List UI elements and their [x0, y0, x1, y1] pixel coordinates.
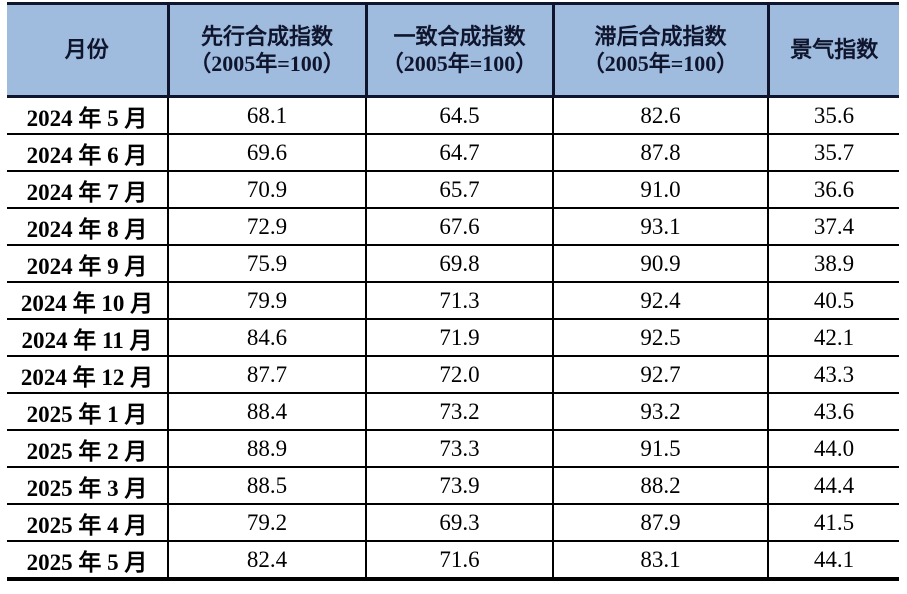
table-body: 2024 年 5 月 68.1 64.5 82.6 35.6 2024 年 6 月 69.6…: [7, 96, 899, 581]
table-row: 2024 年 11 月 84.6 71.9 92.5 42.1: [7, 319, 899, 357]
month-cell: 2025 年 3 月: [7, 467, 168, 505]
table-row: 2024 年 5 月 68.1 64.5 82.6 35.6: [7, 96, 899, 135]
value-cell: 41.5: [767, 504, 899, 542]
month-cell: 2025 年 5 月: [7, 541, 168, 581]
value-cell: 92.7: [552, 356, 768, 394]
value-cell: 75.9: [167, 245, 366, 283]
column-header-prosperity-index: 景气指数: [766, 2, 899, 98]
table-row: 2025 年 5 月 82.4 71.6 83.1 44.1: [7, 541, 899, 581]
month-cell: 2024 年 12 月: [7, 356, 168, 394]
value-cell: 87.7: [167, 356, 366, 394]
value-cell: 83.1: [552, 541, 768, 581]
value-cell: 37.4: [767, 208, 899, 246]
value-cell: 84.6: [167, 319, 366, 357]
composite-index-table: 月份 先行合成指数 （2005年=100） 一致合成指数 （2005年=100）…: [7, 2, 899, 581]
value-cell: 71.3: [365, 282, 553, 320]
month-cell: 2025 年 4 月: [7, 504, 168, 542]
column-header-label: 滞后合成指数: [594, 23, 727, 49]
value-cell: 73.2: [365, 393, 553, 431]
value-cell: 69.3: [365, 504, 553, 542]
value-cell: 70.9: [167, 171, 366, 209]
value-cell: 40.5: [767, 282, 899, 320]
value-cell: 92.4: [552, 282, 768, 320]
value-cell: 88.5: [167, 467, 366, 505]
table-row: 2025 年 2 月 88.9 73.3 91.5 44.0: [7, 430, 899, 468]
value-cell: 38.9: [767, 245, 899, 283]
value-cell: 64.7: [365, 134, 553, 172]
column-header-sublabel: （2005年=100）: [381, 51, 538, 76]
value-cell: 87.8: [552, 134, 768, 172]
column-header-sublabel: （2005年=100）: [189, 51, 345, 76]
table-row: 2024 年 9 月 75.9 69.8 90.9 38.9: [7, 245, 899, 283]
value-cell: 72.0: [365, 356, 553, 394]
value-cell: 69.8: [365, 245, 553, 283]
value-cell: 43.6: [767, 393, 899, 431]
value-cell: 82.6: [552, 96, 768, 135]
table-row: 2024 年 7 月 70.9 65.7 91.0 36.6: [7, 171, 899, 209]
column-header-leading-index: 先行合成指数 （2005年=100）: [166, 2, 366, 98]
value-cell: 93.1: [552, 208, 768, 246]
value-cell: 73.9: [365, 467, 553, 505]
value-cell: 42.1: [767, 319, 899, 357]
value-cell: 65.7: [365, 171, 553, 209]
value-cell: 82.4: [167, 541, 366, 581]
value-cell: 35.7: [767, 134, 899, 172]
month-cell: 2024 年 9 月: [7, 245, 168, 283]
column-header-coincident-index: 一致合成指数 （2005年=100）: [364, 2, 553, 98]
month-cell: 2024 年 6 月: [7, 134, 168, 172]
value-cell: 79.9: [167, 282, 366, 320]
month-cell: 2024 年 10 月: [7, 282, 168, 320]
value-cell: 71.6: [365, 541, 553, 581]
table-row: 2025 年 1 月 88.4 73.2 93.2 43.6: [7, 393, 899, 431]
column-header-lagging-index: 滞后合成指数 （2005年=100）: [551, 2, 768, 98]
value-cell: 44.1: [767, 541, 899, 581]
month-cell: 2025 年 1 月: [7, 393, 168, 431]
column-header-label: 景气指数: [790, 37, 879, 63]
table-row: 2025 年 3 月 88.5 73.9 88.2 44.4: [7, 467, 899, 505]
month-cell: 2024 年 5 月: [7, 96, 168, 135]
column-header-label: 先行合成指数: [200, 23, 333, 49]
value-cell: 35.6: [767, 96, 899, 135]
table-row: 2025 年 4 月 79.2 69.3 87.9 41.5: [7, 504, 899, 542]
month-cell: 2024 年 7 月: [7, 171, 168, 209]
value-cell: 44.0: [767, 430, 899, 468]
value-cell: 88.9: [167, 430, 366, 468]
value-cell: 64.5: [365, 96, 553, 135]
header-row: 月份 先行合成指数 （2005年=100） 一致合成指数 （2005年=100）…: [7, 2, 899, 98]
table-row: 2024 年 12 月 87.7 72.0 92.7 43.3: [7, 356, 899, 394]
value-cell: 90.9: [552, 245, 768, 283]
value-cell: 43.3: [767, 356, 899, 394]
value-cell: 68.1: [167, 96, 366, 135]
value-cell: 67.6: [365, 208, 553, 246]
column-header-label: 月份: [64, 37, 109, 63]
value-cell: 92.5: [552, 319, 768, 357]
table-row: 2024 年 8 月 72.9 67.6 93.1 37.4: [7, 208, 899, 246]
value-cell: 72.9: [167, 208, 366, 246]
value-cell: 71.9: [365, 319, 553, 357]
month-cell: 2024 年 11 月: [7, 319, 168, 357]
value-cell: 36.6: [767, 171, 899, 209]
column-header-sublabel: （2005年=100）: [582, 51, 739, 76]
value-cell: 69.6: [167, 134, 366, 172]
month-cell: 2025 年 2 月: [7, 430, 168, 468]
value-cell: 88.2: [552, 467, 768, 505]
value-cell: 91.0: [552, 171, 768, 209]
month-cell: 2024 年 8 月: [7, 208, 168, 246]
value-cell: 44.4: [767, 467, 899, 505]
table-row: 2024 年 10 月 79.9 71.3 92.4 40.5: [7, 282, 899, 320]
value-cell: 87.9: [552, 504, 768, 542]
value-cell: 88.4: [167, 393, 366, 431]
value-cell: 79.2: [167, 504, 366, 542]
value-cell: 73.3: [365, 430, 553, 468]
column-header-month: 月份: [7, 2, 168, 98]
column-header-label: 一致合成指数: [393, 23, 526, 49]
value-cell: 91.5: [552, 430, 768, 468]
table-row: 2024 年 6 月 69.6 64.7 87.8 35.7: [7, 134, 899, 172]
value-cell: 93.2: [552, 393, 768, 431]
